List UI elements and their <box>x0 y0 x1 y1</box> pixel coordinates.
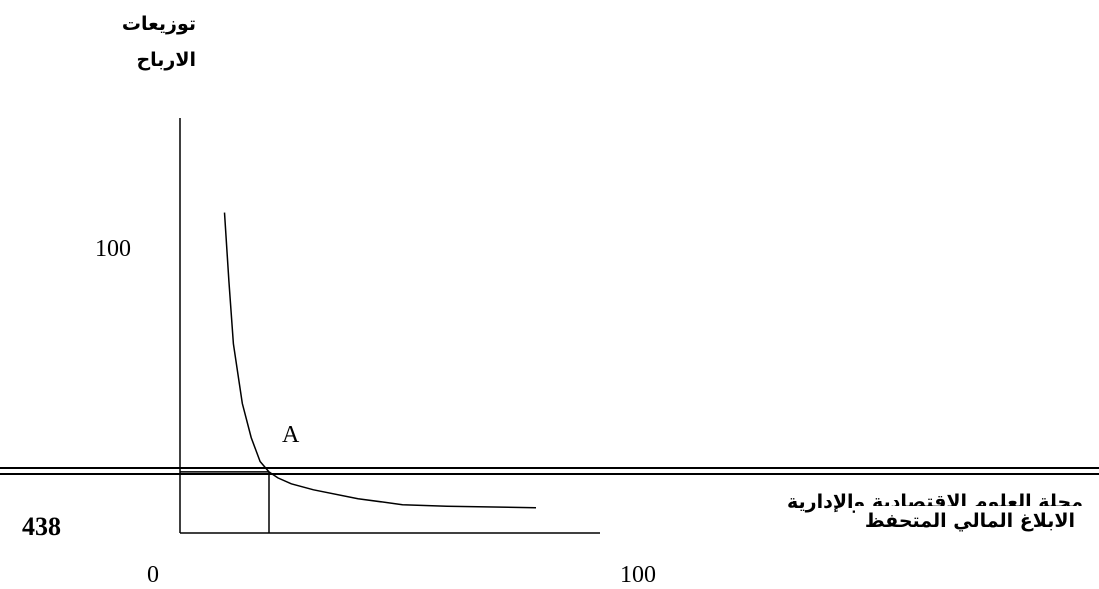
y-axis-label: توزيعات الارباح <box>121 13 196 71</box>
page-number: 438 <box>22 512 61 541</box>
x-tick-label: 100 <box>620 562 656 588</box>
point-a-label: A <box>282 422 300 448</box>
article-title: الابلاغ المالي المتحفظ <box>854 506 1087 540</box>
indifference-curve <box>223 212 537 509</box>
y-tick-label: 100 <box>95 236 131 262</box>
x-tick-label: 0 <box>147 562 159 588</box>
